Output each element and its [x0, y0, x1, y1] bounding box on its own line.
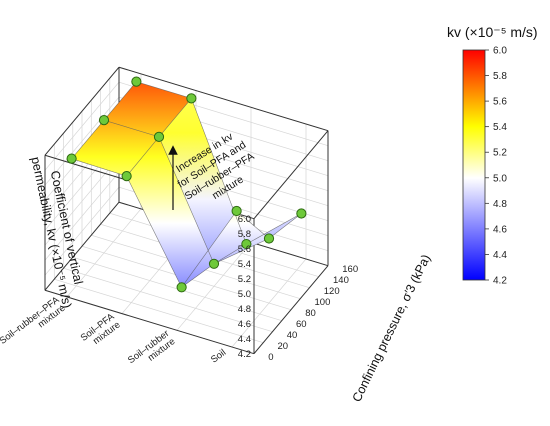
frame-edge — [253, 265, 329, 355]
y-axis-title: Confining pressure, σ′3 (kPa) — [350, 252, 434, 404]
surface-patch — [181, 211, 269, 288]
colorbar-tick-label: 5.8 — [493, 71, 507, 82]
colorbar-tick-label: 4.8 — [493, 199, 507, 210]
y-tick-label: 100 — [315, 297, 331, 308]
z-tick-label: 5.6 — [238, 244, 251, 255]
frame-edge — [44, 201, 120, 291]
colorbar-ticks: 4.2 4.4 4.6 4.8 5.0 5.2 5.4 5.6 5.8 6.0 — [485, 46, 507, 287]
z-axis-title: Coefficient of vertical permeability, kv… — [28, 152, 89, 309]
y-tick-label: 80 — [305, 308, 316, 319]
z-tick-label: 4.6 — [238, 319, 251, 330]
data-points — [66, 76, 307, 293]
z-tick-label: 5.4 — [238, 259, 251, 270]
colorbar — [462, 49, 486, 281]
y-tick-label: 20 — [278, 341, 289, 352]
colorbar-tick-label: 5.0 — [493, 173, 507, 184]
colorbar-tick-label: 5.6 — [493, 97, 507, 108]
colorbar-tick-label: 5.4 — [493, 122, 507, 133]
frame-edge — [44, 66, 120, 156]
y-tick-label: 120 — [324, 286, 340, 297]
data-point — [263, 233, 275, 244]
z-tick-label: 4.2 — [238, 349, 251, 360]
data-point — [296, 208, 307, 219]
data-point — [131, 76, 142, 87]
mesh-line — [71, 158, 237, 288]
data-point — [208, 258, 220, 269]
frame-edge — [253, 130, 329, 220]
data-point — [121, 171, 132, 182]
permeability-surface — [71, 81, 302, 288]
data-point — [153, 131, 165, 142]
z-tick-label: 4.8 — [238, 304, 251, 315]
z-tick-label: 6.0 — [238, 214, 251, 225]
mesh-line — [103, 119, 270, 265]
category-tick-label: Soil–PFAmixture — [79, 311, 123, 352]
z-tick-label: 5.0 — [238, 289, 251, 300]
colorbar-tick-label: 5.2 — [493, 148, 507, 159]
frame-edge — [118, 66, 329, 132]
colorbar-tick-label: 4.4 — [493, 250, 507, 261]
category-tick-label: Soil — [209, 347, 228, 365]
surface-patch — [71, 120, 159, 177]
y-tick-label: 40 — [287, 330, 298, 341]
data-point — [186, 93, 197, 104]
data-point — [241, 238, 252, 250]
data-point — [98, 115, 110, 126]
z-tick-label: 5.2 — [238, 274, 251, 285]
y-tick-label: 60 — [296, 319, 307, 330]
colorbar-tick-label: 6.0 — [493, 46, 507, 57]
colorbar-tick-label: 4.6 — [493, 224, 507, 235]
surface-patch — [126, 136, 214, 288]
data-point — [231, 205, 242, 217]
y-tick-label: 160 — [342, 264, 358, 275]
colorbar-tick-label: 4.2 — [493, 276, 507, 287]
surface-patch — [104, 81, 192, 137]
data-point — [176, 282, 187, 293]
mesh-line — [136, 81, 302, 245]
category-tick-label: Soil–rubbermixture — [126, 328, 177, 374]
y-tick-label: 0 — [268, 352, 273, 363]
frame-edge — [44, 289, 255, 355]
category-tick-label: Soil–rubber–PFAmixture — [0, 294, 68, 354]
z-tick-label: 5.8 — [238, 229, 251, 240]
colorbar-title: kv (×10⁻⁵ m/s) — [447, 24, 538, 40]
z-tick-label: 4.4 — [238, 334, 251, 345]
y-tick-label: 140 — [333, 275, 349, 286]
data-point — [66, 153, 77, 164]
surface-patch — [159, 98, 247, 264]
